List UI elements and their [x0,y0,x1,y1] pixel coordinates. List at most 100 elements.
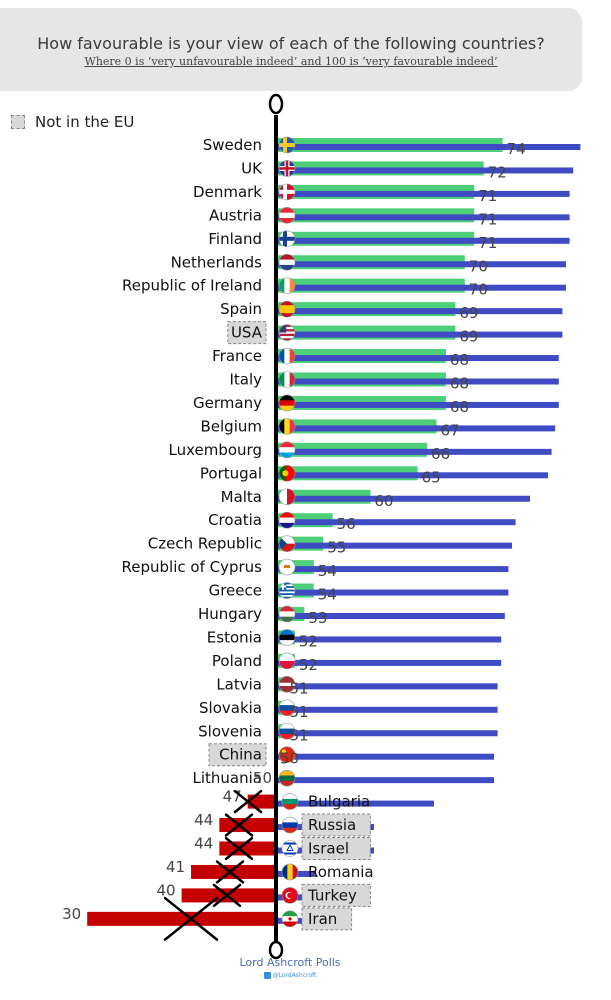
poland-flag-icon [278,652,296,670]
country-label-spain: Spain [220,300,262,318]
chart-header: How favourable is your view of each of t… [0,8,582,91]
cross-mark-bulgaria [233,789,263,814]
country-label-netherlands: Netherlands [171,253,263,271]
country-label-greece: Greece [209,582,262,600]
not-in-eu-legend-swatch [11,115,25,129]
country-label-sweden: Sweden [203,136,262,154]
not-in-eu-box-israel [301,837,371,860]
latvia-flag-icon [278,676,296,693]
value-label-austria: 71 [478,210,497,228]
value-label-estonia: 52 [299,632,318,650]
blue-bar-china [276,753,494,760]
value-label-usa: 69 [459,328,478,346]
source-credit: Lord Ashcroft Polls [239,956,341,969]
blue-bar-finland [276,237,570,244]
blue-bar-luxembourg [276,448,552,455]
belgium-flag-icon [278,418,296,435]
country-label-czech-republic: Czech Republic [148,535,262,553]
value-label-italy: 68 [450,375,469,393]
red-bar-iran [87,911,276,926]
turkey-flag-icon [281,887,299,904]
country-label-poland: Poland [212,652,262,670]
red-bar-israel [219,841,276,856]
not-in-eu-box-iran [301,907,353,931]
value-label-netherlands: 70 [469,257,488,275]
country-label-estonia: Estonia [207,628,262,646]
not-in-eu-box-turkey [301,883,371,907]
cross-mark-israel [224,836,254,861]
blue-bar-france [276,355,559,362]
spain-flag-icon [278,300,296,318]
red-bar-romania [191,864,276,879]
value-label-malta: 60 [374,492,393,510]
blue-bar-malta [276,495,530,502]
value-label-lithuania: 50 [253,769,272,787]
value-label-uk: 72 [488,163,507,181]
russia-flag-icon [281,816,299,834]
luxembourg-flag-icon [278,441,296,459]
value-label-iran: 30 [62,905,81,923]
blue-bar-germany [276,401,559,408]
value-label-denmark: 71 [478,187,497,205]
blue-bar-republic-of-ireland [276,284,566,291]
chart-title: How favourable is your view of each of t… [37,34,545,53]
value-label-finland: 71 [478,234,497,252]
value-label-israel: 44 [194,835,213,853]
value-label-czech-republic: 55 [327,539,346,557]
blue-bar-uk [276,167,574,174]
blue-bar-slovenia [276,730,498,737]
china-flag-icon [278,746,296,764]
country-label-iran: Iran [308,910,337,928]
iran-flag-icon [281,910,299,928]
not-in-eu-box-russia [301,813,371,837]
twitter-handle: @LordAshcroft [272,972,317,979]
value-label-slovenia: 51 [289,726,308,744]
israel-flag-icon [281,840,299,857]
cross-mark-romania [215,860,245,884]
greece-flag-icon [278,582,296,599]
country-label-italy: Italy [229,371,262,389]
top-zero-marker [268,93,284,115]
country-label-luxembourg: Luxembourg [169,441,263,459]
blue-bar-slovakia [276,706,498,713]
slovenia-flag-icon [278,722,296,740]
value-label-croatia: 56 [337,515,356,533]
slovakia-flag-icon [278,699,296,717]
blue-bar-bulgaria [276,800,434,807]
croatia-flag-icon [278,511,296,529]
value-label-republic-of-ireland: 70 [469,281,488,299]
country-label-france: France [212,347,262,365]
value-label-portugal: 65 [422,468,441,486]
blue-bar-usa [276,331,563,338]
blue-bar-italy [276,378,559,385]
country-label-turkey: Turkey [307,886,357,904]
value-label-russia: 44 [194,811,213,829]
usa-flag-icon [278,324,296,341]
austria-flag-icon [278,207,296,224]
country-label-belgium: Belgium [201,417,263,435]
country-label-denmark: Denmark [193,183,262,201]
country-label-republic-of-ireland: Republic of Ireland [122,277,262,295]
country-label-russia: Russia [308,816,356,834]
red-bar-russia [219,818,276,833]
value-label-republic-of-cyprus: 54 [318,562,337,580]
italy-flag-icon [278,371,296,388]
country-label-romania: Romania [308,863,374,881]
country-label-latvia: Latvia [216,675,262,693]
value-label-hungary: 53 [308,609,327,627]
value-label-sweden: 74 [507,140,526,158]
country-label-china: China [219,746,262,764]
not-in-eu-box-usa [227,321,267,345]
portugal-flag-icon [278,464,296,482]
uk-flag-icon [278,160,296,177]
value-label-latvia: 51 [289,679,308,697]
blue-bar-latvia [276,683,498,690]
hungary-flag-icon [278,605,296,623]
cross-mark-turkey [212,883,242,908]
ireland-flag-icon [278,277,296,295]
country-label-republic-of-cyprus: Republic of Cyprus [122,558,263,576]
blue-bar-lithuania [276,777,494,784]
germany-flag-icon [278,394,296,412]
country-label-hungary: Hungary [198,605,262,623]
